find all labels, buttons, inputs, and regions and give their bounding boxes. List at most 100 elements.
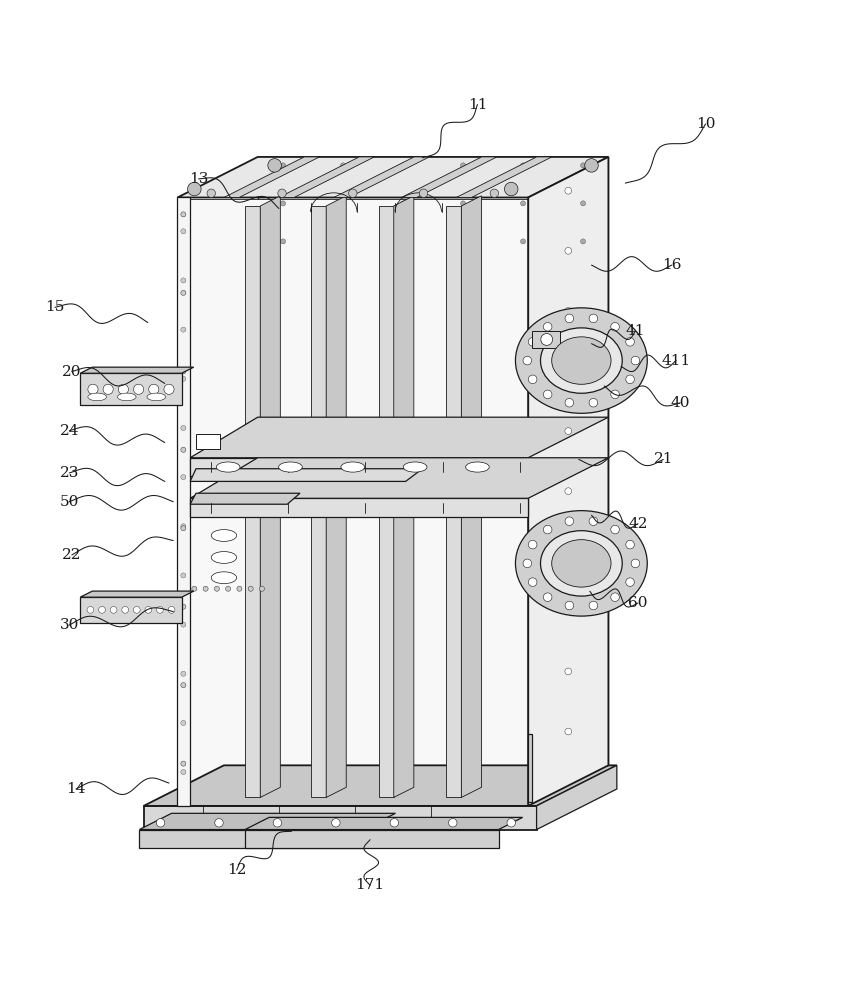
Polygon shape bbox=[139, 813, 395, 830]
Ellipse shape bbox=[88, 393, 106, 401]
Polygon shape bbox=[401, 157, 496, 197]
Circle shape bbox=[625, 338, 634, 346]
Circle shape bbox=[214, 819, 223, 827]
Circle shape bbox=[181, 229, 186, 234]
Circle shape bbox=[630, 559, 639, 568]
Polygon shape bbox=[311, 206, 326, 797]
Ellipse shape bbox=[515, 511, 647, 616]
Polygon shape bbox=[378, 206, 393, 797]
Ellipse shape bbox=[551, 540, 610, 587]
Circle shape bbox=[156, 606, 163, 613]
Circle shape bbox=[400, 163, 405, 168]
Circle shape bbox=[625, 375, 634, 384]
Circle shape bbox=[340, 239, 345, 244]
Polygon shape bbox=[456, 157, 551, 197]
Circle shape bbox=[181, 683, 186, 688]
Polygon shape bbox=[143, 806, 536, 830]
Circle shape bbox=[87, 606, 94, 613]
Circle shape bbox=[181, 475, 186, 480]
Polygon shape bbox=[190, 417, 608, 458]
Circle shape bbox=[187, 182, 201, 196]
Text: 15: 15 bbox=[46, 300, 64, 314]
Polygon shape bbox=[528, 734, 532, 802]
Polygon shape bbox=[177, 765, 608, 806]
Circle shape bbox=[460, 201, 465, 206]
Polygon shape bbox=[190, 469, 422, 481]
Circle shape bbox=[580, 201, 585, 206]
Ellipse shape bbox=[211, 572, 236, 584]
Ellipse shape bbox=[540, 531, 621, 596]
Circle shape bbox=[181, 369, 186, 374]
Polygon shape bbox=[528, 157, 608, 806]
Polygon shape bbox=[393, 196, 414, 797]
Circle shape bbox=[181, 604, 186, 609]
Text: 10: 10 bbox=[695, 117, 715, 131]
Circle shape bbox=[419, 189, 427, 197]
Text: 23: 23 bbox=[60, 466, 78, 480]
Polygon shape bbox=[536, 765, 616, 830]
Circle shape bbox=[565, 601, 573, 610]
Circle shape bbox=[565, 517, 573, 526]
Circle shape bbox=[149, 384, 159, 394]
Circle shape bbox=[610, 390, 619, 399]
Circle shape bbox=[118, 384, 128, 394]
Circle shape bbox=[528, 375, 536, 384]
Polygon shape bbox=[279, 157, 374, 197]
Polygon shape bbox=[461, 196, 481, 797]
Polygon shape bbox=[80, 373, 181, 405]
Polygon shape bbox=[177, 197, 190, 806]
Text: 14: 14 bbox=[66, 782, 86, 796]
Circle shape bbox=[610, 593, 619, 601]
Circle shape bbox=[181, 524, 186, 529]
Circle shape bbox=[181, 376, 186, 381]
Circle shape bbox=[540, 334, 552, 345]
Polygon shape bbox=[532, 331, 560, 348]
Circle shape bbox=[460, 239, 465, 244]
Ellipse shape bbox=[147, 393, 165, 401]
Polygon shape bbox=[190, 498, 528, 517]
Circle shape bbox=[181, 770, 186, 775]
Circle shape bbox=[543, 525, 551, 534]
Polygon shape bbox=[80, 591, 193, 597]
Text: 411: 411 bbox=[661, 354, 690, 368]
Circle shape bbox=[625, 540, 634, 549]
Circle shape bbox=[610, 322, 619, 331]
Polygon shape bbox=[260, 196, 280, 797]
Circle shape bbox=[625, 578, 634, 586]
Circle shape bbox=[565, 428, 571, 434]
Text: 30: 30 bbox=[60, 618, 78, 632]
Circle shape bbox=[520, 163, 525, 168]
Circle shape bbox=[584, 159, 598, 172]
Circle shape bbox=[460, 163, 465, 168]
Ellipse shape bbox=[211, 530, 236, 541]
Circle shape bbox=[543, 390, 551, 399]
Polygon shape bbox=[190, 493, 300, 504]
Circle shape bbox=[133, 384, 143, 394]
Text: 24: 24 bbox=[59, 424, 79, 438]
Circle shape bbox=[133, 606, 140, 613]
Circle shape bbox=[268, 159, 281, 172]
Circle shape bbox=[565, 187, 571, 194]
Circle shape bbox=[522, 559, 531, 568]
Polygon shape bbox=[257, 157, 608, 765]
Circle shape bbox=[181, 447, 186, 452]
Polygon shape bbox=[196, 434, 219, 449]
Polygon shape bbox=[446, 206, 461, 797]
Circle shape bbox=[273, 819, 281, 827]
Ellipse shape bbox=[551, 337, 610, 384]
Polygon shape bbox=[80, 367, 193, 373]
Text: 20: 20 bbox=[62, 365, 82, 379]
Circle shape bbox=[504, 182, 517, 196]
Circle shape bbox=[164, 384, 174, 394]
Circle shape bbox=[225, 586, 230, 591]
Circle shape bbox=[181, 622, 186, 627]
Ellipse shape bbox=[211, 552, 236, 563]
Ellipse shape bbox=[341, 462, 365, 472]
Circle shape bbox=[588, 314, 597, 323]
Circle shape bbox=[110, 606, 116, 613]
Circle shape bbox=[565, 668, 571, 675]
Ellipse shape bbox=[279, 462, 302, 472]
Circle shape bbox=[340, 163, 345, 168]
Circle shape bbox=[103, 384, 113, 394]
Circle shape bbox=[565, 728, 571, 735]
